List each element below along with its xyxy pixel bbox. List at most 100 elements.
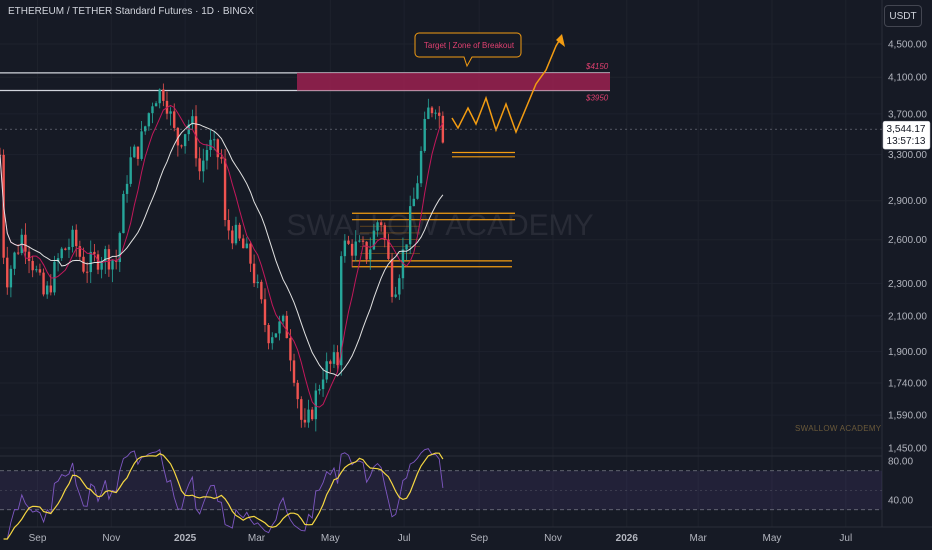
candle-body bbox=[274, 333, 278, 338]
candle-body bbox=[93, 251, 96, 255]
candle-body bbox=[383, 225, 386, 240]
candle-body bbox=[252, 263, 256, 284]
x-tick-label: Jul bbox=[839, 533, 852, 544]
candle-body bbox=[245, 243, 249, 249]
candle-body bbox=[438, 112, 441, 116]
y-tick-label: 1,900.00 bbox=[888, 347, 927, 358]
candle-body bbox=[85, 271, 89, 273]
candle-body bbox=[169, 111, 172, 114]
candle-body bbox=[347, 240, 350, 244]
candle-body bbox=[361, 240, 365, 242]
candle-body bbox=[205, 149, 209, 161]
candle-body bbox=[238, 224, 241, 239]
x-tick-label: 2025 bbox=[174, 533, 197, 544]
candle-body bbox=[405, 244, 408, 250]
candle-body bbox=[107, 249, 111, 270]
y-tick-label: 4,100.00 bbox=[888, 73, 927, 84]
candle-body bbox=[13, 252, 16, 269]
candle-body bbox=[307, 409, 310, 423]
candle-body bbox=[173, 111, 176, 128]
x-tick-label: Nov bbox=[544, 533, 562, 544]
candle-body bbox=[118, 233, 121, 262]
candle-body bbox=[209, 139, 212, 150]
candle-body bbox=[441, 115, 445, 143]
y-tick-label: 1,590.00 bbox=[888, 411, 927, 422]
candle-body bbox=[398, 278, 401, 295]
projection-path bbox=[451, 35, 563, 135]
candle-body bbox=[78, 246, 82, 257]
candle-body bbox=[67, 246, 71, 250]
candle-body bbox=[267, 325, 270, 344]
candle-body bbox=[183, 134, 187, 147]
candle-body bbox=[365, 241, 368, 260]
y-tick-label: 2,900.00 bbox=[888, 196, 927, 207]
candle-body bbox=[412, 198, 416, 207]
candle-body bbox=[369, 249, 372, 260]
candle-body bbox=[9, 268, 13, 288]
candle-body bbox=[278, 321, 281, 334]
x-tick-label: May bbox=[763, 533, 782, 544]
candle-body bbox=[358, 240, 361, 242]
candle-body bbox=[133, 146, 136, 158]
candle-body bbox=[300, 399, 303, 420]
level-label-upper: $4150 bbox=[585, 62, 609, 71]
candle-body bbox=[104, 249, 107, 262]
candle-body bbox=[220, 157, 223, 159]
candle-body bbox=[343, 240, 347, 257]
candle-body bbox=[35, 269, 38, 271]
ma-slow-line bbox=[0, 122, 444, 377]
price-tag-countdown: 13:57:13 bbox=[887, 136, 926, 147]
candle-body bbox=[256, 281, 259, 284]
candle-body bbox=[140, 131, 143, 159]
candle-body bbox=[49, 285, 53, 293]
target-callout bbox=[414, 32, 522, 68]
x-tick-label: Mar bbox=[248, 533, 266, 544]
candle-body bbox=[111, 260, 114, 270]
x-tick-label: Sep bbox=[470, 533, 488, 544]
candle-body bbox=[427, 107, 430, 119]
candle-body bbox=[271, 337, 274, 344]
candle-body bbox=[129, 157, 132, 184]
rsi-line bbox=[3, 448, 444, 540]
candle-body bbox=[249, 243, 252, 264]
candle-body bbox=[71, 229, 74, 247]
candle-body bbox=[16, 252, 20, 254]
candle-body bbox=[162, 89, 165, 101]
candle-body bbox=[430, 107, 434, 114]
candle-body bbox=[379, 222, 383, 226]
candle-body bbox=[198, 158, 201, 172]
candle-body bbox=[340, 256, 343, 366]
currency-button[interactable]: USDT bbox=[884, 5, 922, 27]
candle-body bbox=[281, 315, 285, 322]
candle-body bbox=[394, 294, 397, 297]
candle-body bbox=[216, 139, 219, 158]
candle-body bbox=[191, 116, 194, 125]
y-tick-label: 3,300.00 bbox=[888, 150, 927, 161]
candle-body bbox=[176, 127, 180, 146]
candle-body bbox=[260, 281, 263, 300]
candle-body bbox=[242, 238, 245, 249]
candle-body bbox=[263, 299, 267, 326]
candle-body bbox=[336, 352, 339, 366]
candle-body bbox=[223, 158, 227, 221]
x-tick-label: Sep bbox=[29, 533, 47, 544]
y-tick-label: 1,450.00 bbox=[888, 444, 927, 455]
rsi-tick-label: 80.00 bbox=[888, 457, 913, 468]
candle-body bbox=[321, 379, 325, 390]
candle-body bbox=[231, 230, 234, 244]
rsi-tick-label: 40.00 bbox=[888, 496, 913, 507]
x-tick-label: Jul bbox=[398, 533, 411, 544]
candle-body bbox=[332, 352, 336, 364]
candle-body bbox=[154, 103, 158, 107]
watermark-small: SWALLOW ACADEMY bbox=[795, 424, 882, 433]
candle-body bbox=[31, 260, 34, 271]
price-tag-value: 3,544.17 bbox=[887, 124, 926, 135]
candle-body bbox=[158, 89, 161, 104]
candle-body bbox=[419, 150, 423, 184]
candle-body bbox=[285, 315, 288, 339]
chart-title: ETHEREUM / TETHER Standard Futures · 1D … bbox=[8, 6, 254, 17]
candle-body bbox=[325, 361, 328, 380]
rsi-ma-line bbox=[3, 452, 444, 540]
candle-body bbox=[329, 361, 332, 364]
